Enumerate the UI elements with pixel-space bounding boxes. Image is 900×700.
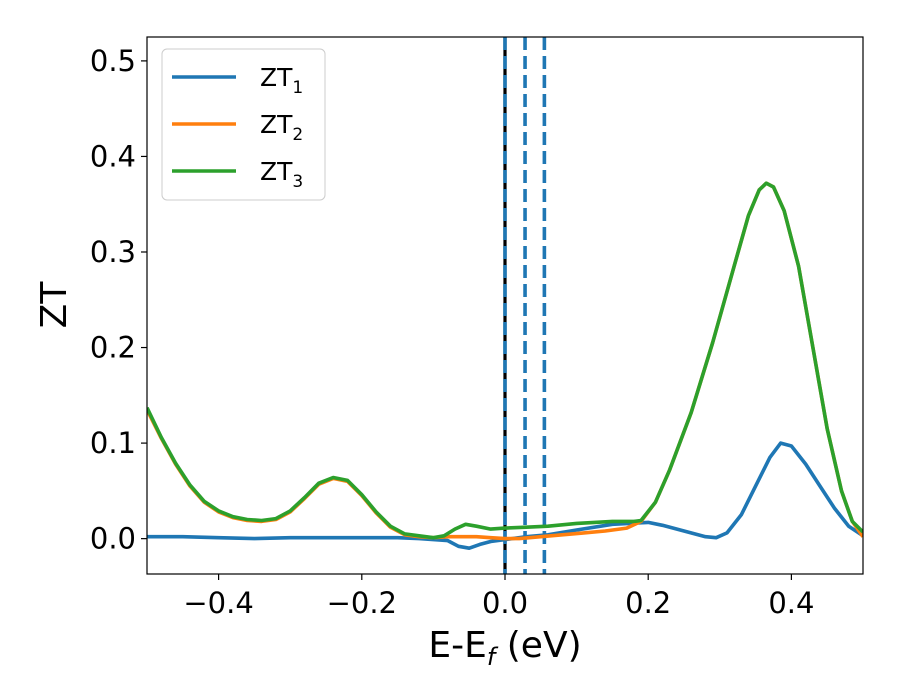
vertical-lines: [503, 37, 547, 574]
legend-label-main: ZT: [260, 110, 293, 139]
x-axis-title: E-Ef (eV): [428, 625, 581, 671]
y-axis: 0.0 0.1 0.2 0.3 0.4 0.5: [90, 44, 147, 556]
y-axis-title: ZT: [34, 281, 75, 329]
legend-label-zt3: ZT3: [260, 157, 303, 192]
legend-box: [161, 48, 326, 201]
x-axis-title-suffix: (eV): [495, 625, 581, 666]
y-tick-label: 0.4: [90, 139, 136, 173]
y-tick-label: 0.3: [90, 235, 136, 269]
x-tick-label: −0.2: [327, 586, 397, 620]
x-tick-label: 0.2: [625, 586, 671, 620]
legend-label-subscript: 3: [292, 172, 303, 192]
legend-label-zt2: ZT2: [260, 110, 303, 145]
y-tick-label: 0.2: [90, 331, 136, 365]
series-line-zt3: [147, 181, 863, 540]
y-tick-label: 0.1: [90, 426, 136, 460]
legend-label-main: ZT: [260, 63, 293, 92]
series-line-zt1: [147, 441, 863, 550]
y-tick-label: 0.5: [90, 44, 136, 78]
legend-label-main: ZT: [260, 157, 293, 186]
y-tick-label: 0.0: [90, 522, 136, 556]
legend-label-subscript: 2: [292, 125, 303, 145]
series-lines: [147, 181, 863, 550]
x-tick-label: −0.4: [183, 586, 253, 620]
x-tick-label: 0.0: [482, 586, 528, 620]
x-tick-label: 0.4: [768, 586, 814, 620]
legend-label-zt1: ZT1: [260, 63, 303, 98]
x-axis-title-main: E-E: [428, 625, 486, 666]
legend-label-subscript: 1: [292, 78, 303, 98]
x-axis: −0.4 −0.2 0.0 0.2 0.4: [183, 574, 814, 620]
